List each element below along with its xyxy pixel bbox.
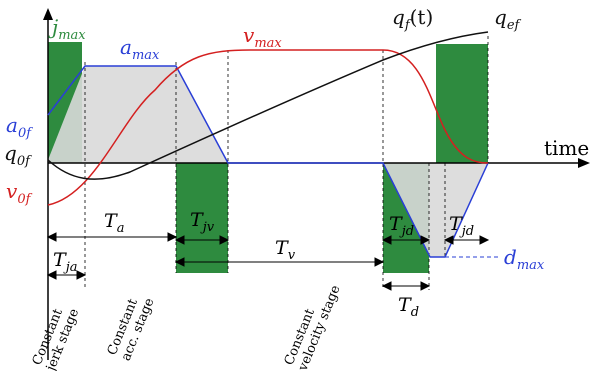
label-Td: Td [398, 294, 419, 320]
label-jmax: jmax [48, 15, 86, 43]
label-amax: amax [120, 35, 160, 63]
label-dmax: dmax [504, 245, 545, 273]
label-Tv: Tv [275, 237, 296, 263]
stage-jerk: Constantjerk stage [29, 301, 82, 371]
label-a0f: a0f [6, 113, 33, 141]
label-Ta: Ta [104, 210, 124, 236]
jerk-band-4 [436, 44, 488, 163]
label-qef: qef [494, 5, 522, 33]
stage-acc: Constantacc. stage [105, 290, 158, 363]
label-vmax: vmax [243, 23, 282, 51]
label-time: time [544, 136, 589, 160]
label-v0f: v0f [6, 179, 33, 207]
stage-velocity: Constantvelocity stage [281, 277, 343, 371]
label-Tja: Tja [53, 249, 77, 275]
label-q0f: q0f [4, 141, 32, 169]
label-qf: qf(t) [392, 5, 433, 33]
